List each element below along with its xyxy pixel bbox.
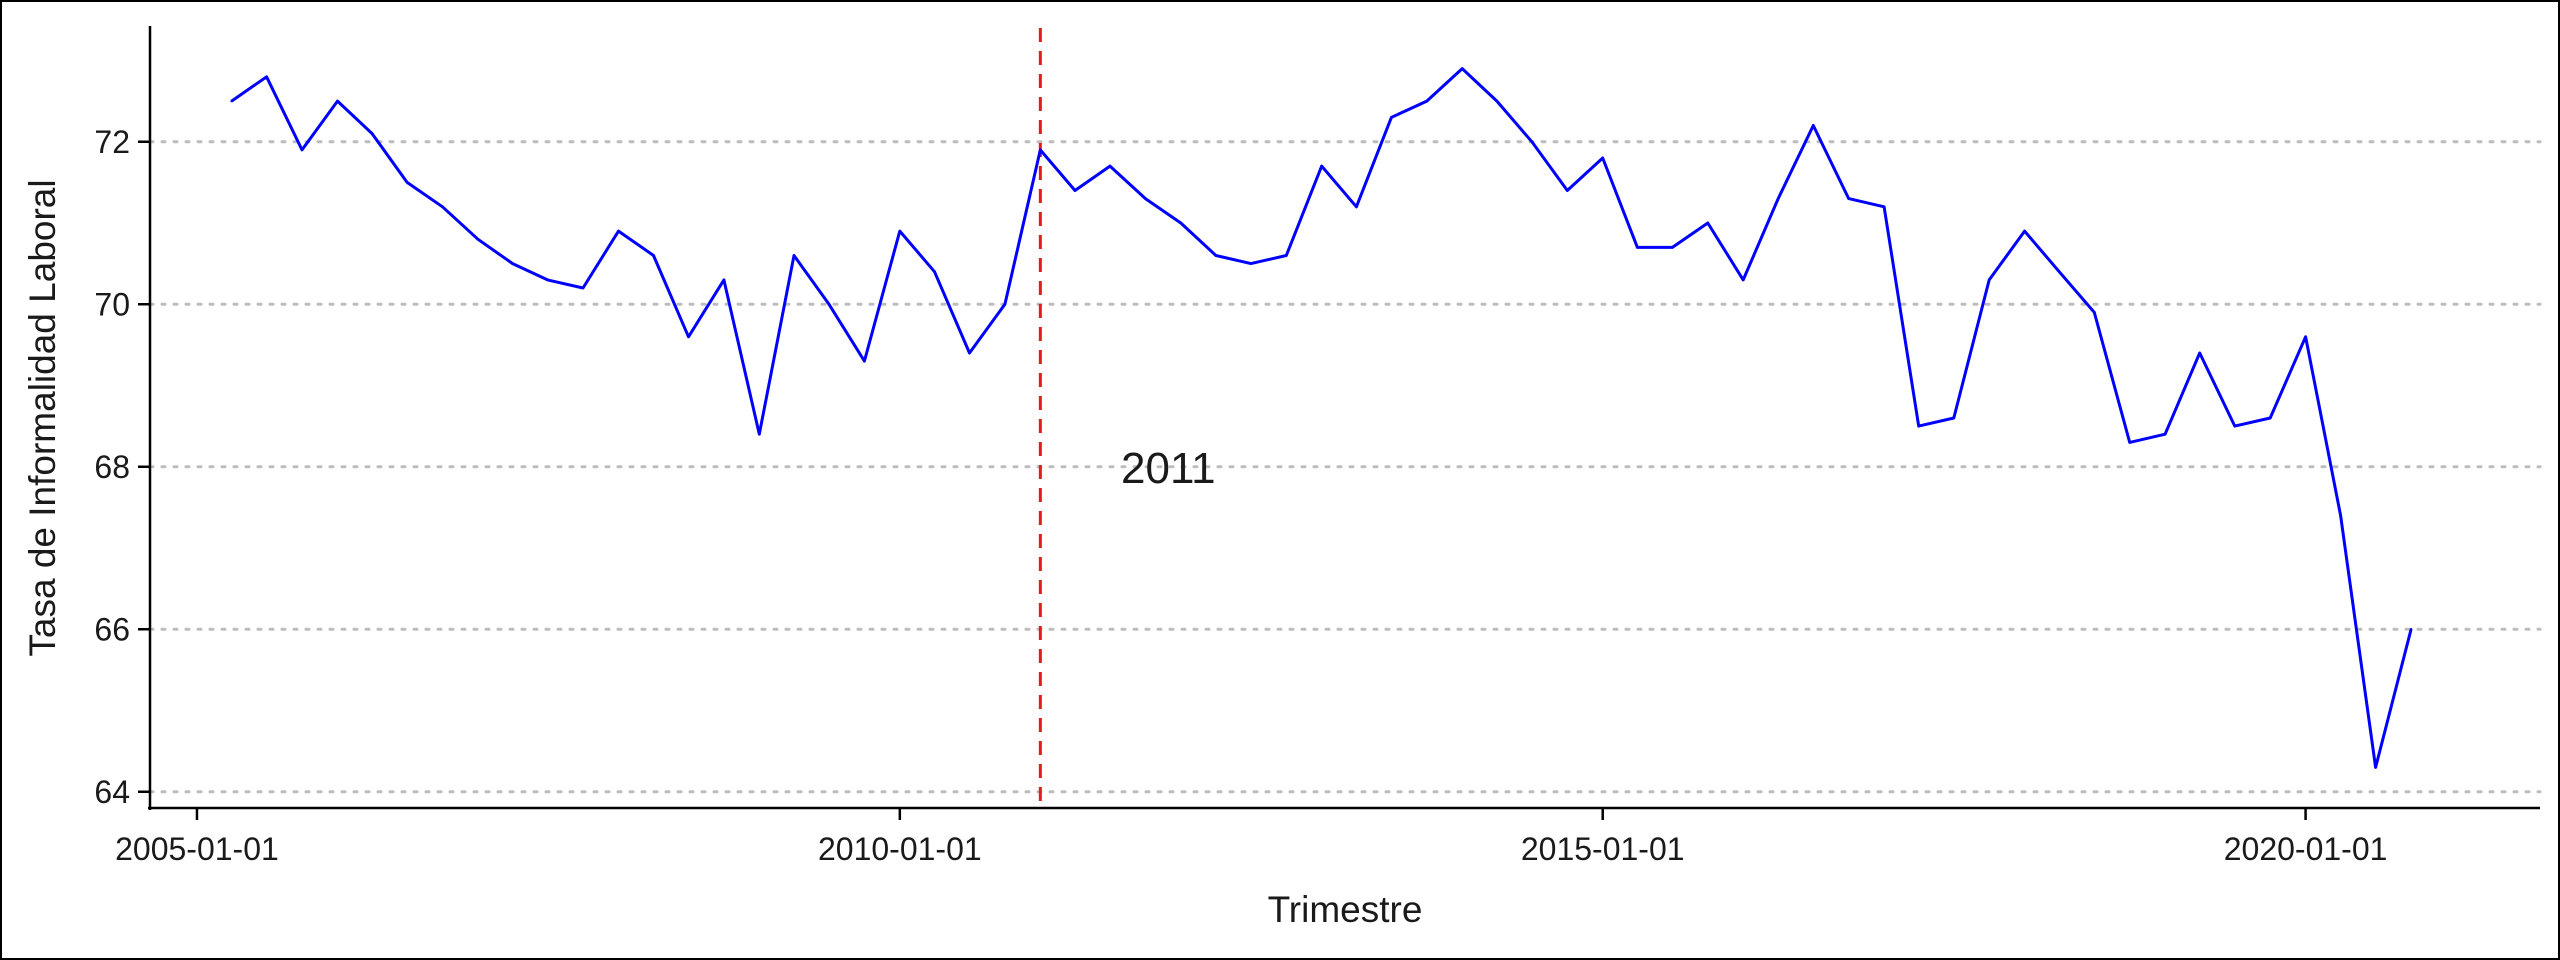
data-point: [1425, 99, 1428, 103]
grid-lines: [148, 140, 2542, 794]
data-point: [1355, 205, 1358, 208]
data-point: [1144, 197, 1147, 200]
data-point: [1530, 140, 1534, 143]
data-point: [1039, 148, 1042, 152]
data-point: [265, 75, 268, 78]
data-point: [898, 229, 902, 233]
data-point: [1249, 262, 1253, 265]
data-point: [617, 229, 620, 233]
data-point: [2198, 351, 2201, 355]
data-point: [687, 335, 690, 338]
data-point: [792, 254, 796, 257]
data-point: [758, 433, 761, 436]
data-point: [1636, 246, 1639, 249]
series-group: [230, 67, 2413, 769]
data-point: [476, 238, 480, 241]
y-tick-label: 68: [94, 449, 130, 485]
data-point: [652, 254, 655, 257]
series-line: [230, 67, 2413, 769]
y-axis-title: Tasa de Informalidad Laboral: [22, 179, 63, 656]
x-tick-label: 2005-01-01: [115, 831, 279, 867]
data-point: [968, 351, 971, 355]
data-point: [827, 303, 831, 306]
x-tick-label: 2015-01-01: [1521, 831, 1685, 867]
data-point: [1812, 124, 1815, 127]
data-point: [1742, 278, 1745, 282]
data-point: [1179, 221, 1183, 225]
data-point: [336, 99, 339, 103]
data-point: [1706, 221, 1709, 225]
data-point: [722, 278, 726, 282]
x-tick-label: 2010-01-01: [818, 831, 982, 867]
y-tick-label: 70: [94, 286, 130, 322]
y-tick-label: 66: [94, 611, 130, 647]
reference-line-label: 2011: [1121, 444, 1216, 493]
data-point: [1495, 99, 1499, 103]
data-point: [1073, 189, 1077, 192]
data-point: [1601, 156, 1604, 160]
data-point: [1461, 67, 1464, 70]
data-point: [2268, 416, 2272, 420]
data-point: [1285, 254, 1288, 257]
data-point: [1566, 189, 1569, 192]
data-point: [1214, 254, 1218, 257]
data-point: [1952, 416, 1955, 420]
data-point: [1917, 424, 1920, 428]
data-point: [1987, 278, 1991, 282]
data-point: [2339, 514, 2342, 517]
data-point: [581, 286, 585, 290]
data-point: [546, 278, 549, 282]
data-point: [2163, 433, 2167, 436]
data-point: [370, 132, 374, 135]
data-point: [2093, 311, 2096, 314]
data-point: [1671, 246, 1674, 249]
axes: 64 66 68 70 72 2005-01-01 2010-01-01 2015-01-01…: [94, 26, 2540, 867]
data-point: [2409, 628, 2413, 631]
data-point: [1390, 116, 1393, 119]
data-point: [1108, 164, 1112, 168]
data-point: [1847, 197, 1850, 200]
x-axis-title: Trimestre: [1268, 889, 1423, 930]
data-point: [1003, 303, 1007, 306]
x-tick-label: 2020-01-01: [2224, 831, 2388, 867]
data-point: [441, 205, 444, 208]
data-point: [1882, 205, 1886, 208]
data-point: [230, 99, 233, 103]
y-tick-label: 64: [94, 774, 130, 810]
data-point: [1777, 197, 1780, 200]
data-point: [511, 262, 514, 265]
data-point: [933, 270, 936, 273]
data-point: [2233, 424, 2236, 428]
data-point: [405, 181, 409, 184]
data-point: [2058, 270, 2061, 273]
data-point: [2128, 441, 2131, 444]
y-tick-label: 72: [94, 124, 130, 160]
data-point: [863, 359, 866, 363]
data-point: [300, 148, 304, 152]
data-point: [2023, 229, 2026, 233]
data-point: [1320, 164, 1323, 168]
data-point: [2304, 335, 2307, 338]
data-point: [2374, 766, 2377, 769]
